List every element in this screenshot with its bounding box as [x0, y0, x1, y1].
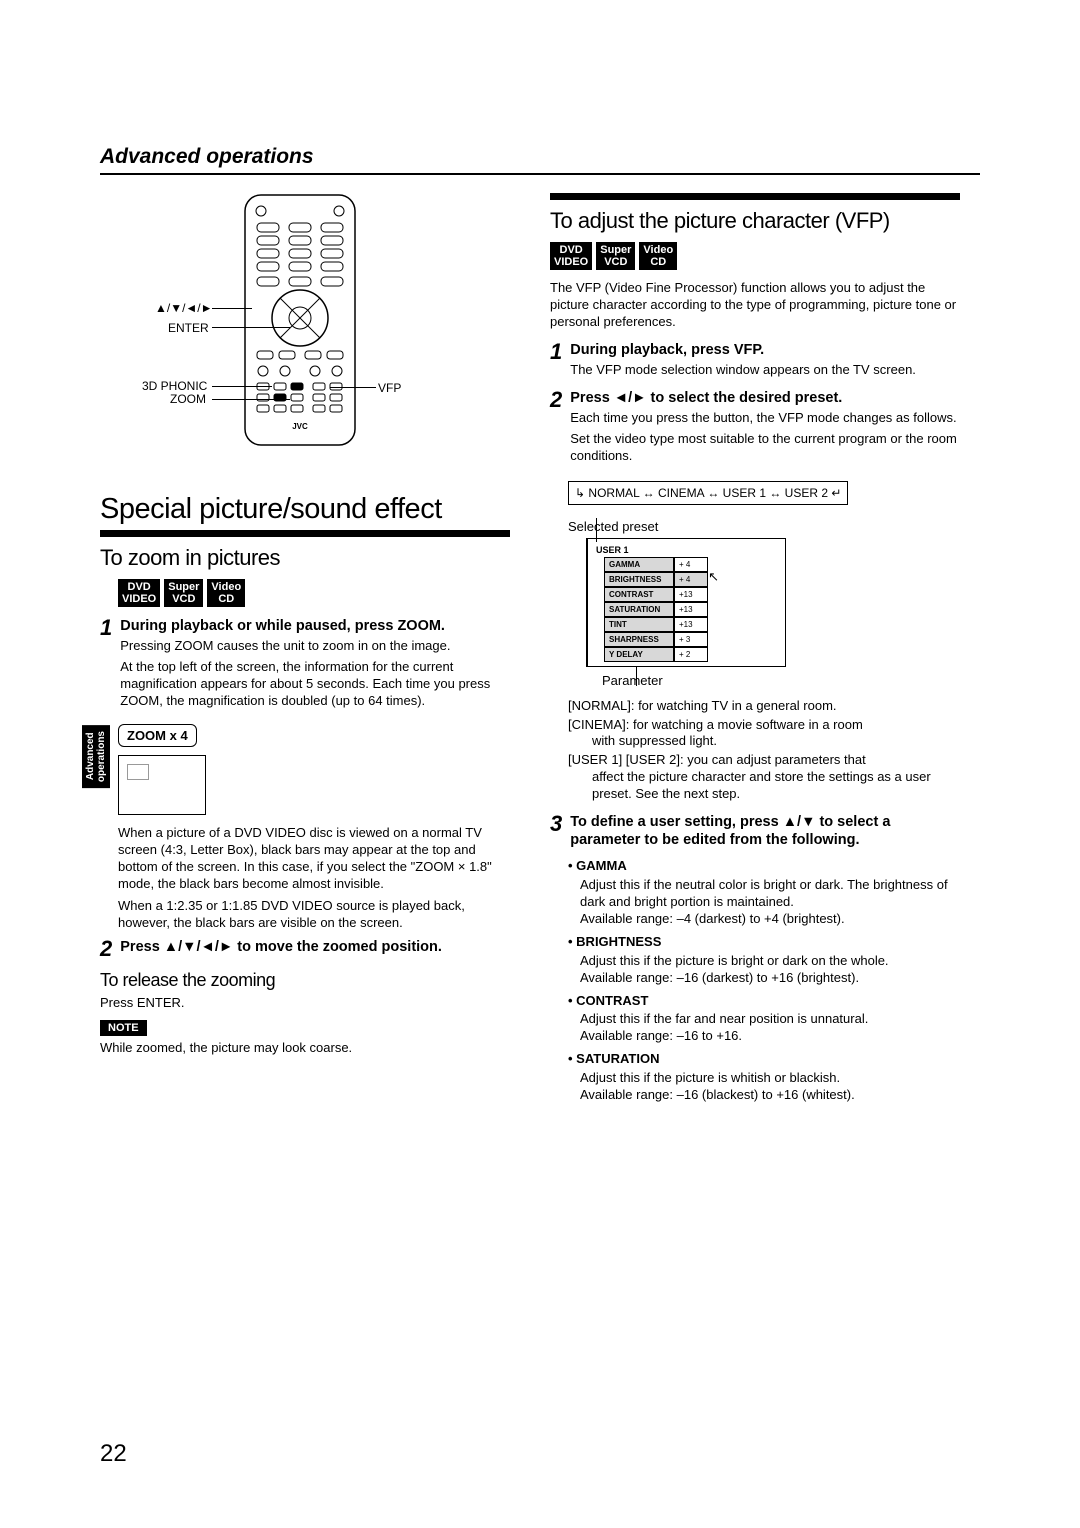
step-text: When a picture of a DVD VIDEO disc is vi…: [118, 825, 510, 893]
release-heading: To release the zooming: [100, 970, 510, 991]
vfp-intro: The VFP (Video Fine Processor) function …: [550, 280, 960, 331]
step-title: During playback, press VFP.: [570, 341, 960, 359]
note-text: While zoomed, the picture may look coars…: [100, 1040, 510, 1057]
step-2: 2 Press ◄/► to select the desired preset…: [550, 389, 960, 469]
step-1: 1 During playback, press VFP. The VFP mo…: [550, 341, 960, 383]
param-item: • CONTRAST: [568, 993, 960, 1010]
badge-svcd: SuperVCD: [596, 242, 635, 270]
section-header: Advanced operations: [100, 145, 980, 175]
vfp-row: SHARPNESS+ 3: [604, 632, 781, 647]
label-zoom: ZOOM: [170, 392, 206, 406]
param-range: Available range: –4 (darkest) to +4 (bri…: [580, 911, 960, 928]
svg-text:JVC: JVC: [292, 422, 308, 431]
preset-cinema: [CINEMA]: for watching a movie software …: [568, 717, 960, 751]
cursor-icon: ↖: [708, 569, 719, 585]
step-title: During playback or while paused, press Z…: [120, 617, 510, 635]
badge-vcd: VideoCD: [207, 579, 245, 607]
step-2: 2 Press ▲/▼/◄/► to move the zoomed posit…: [100, 938, 510, 960]
step-text: Set the video type most suitable to the …: [570, 431, 960, 465]
param-desc: Adjust this if the neutral color is brig…: [580, 877, 960, 911]
step-text: Each time you press the button, the VFP …: [570, 410, 960, 427]
step-text: Pressing ZOOM causes the unit to zoom in…: [120, 638, 510, 655]
release-text: Press ENTER.: [100, 995, 510, 1012]
vfp-row: Y DELAY+ 2: [604, 647, 781, 662]
step-title: Press ◄/► to select the desired preset.: [570, 389, 960, 407]
vfp-row: TINT+13: [604, 617, 781, 632]
step-num: 2: [550, 389, 562, 469]
zoom-badge: ZOOM x 4: [118, 724, 197, 747]
step-title: Press ▲/▼/◄/► to move the zoomed positio…: [120, 938, 510, 956]
step-text: At the top left of the screen, the infor…: [120, 659, 510, 710]
param-range: Available range: –16 (darkest) to +16 (b…: [580, 970, 960, 987]
right-column: To adjust the picture character (VFP) DV…: [550, 193, 960, 1110]
label-vfp: VFP: [378, 381, 401, 395]
step-num: 2: [100, 938, 112, 960]
param-desc: Adjust this if the picture is whitish or…: [580, 1070, 960, 1087]
step-title: To define a user setting, press ▲/▼ to s…: [570, 813, 960, 849]
side-tab: Advancedoperations: [82, 725, 110, 788]
vfp-row: CONTRAST+13: [604, 587, 781, 602]
preset-flow: ↳ NORMAL ↔ CINEMA ↔ USER 1 ↔ USER 2 ↵: [568, 481, 848, 505]
vfp-heading: To adjust the picture character (VFP): [550, 208, 960, 234]
format-badges: DVDVIDEO SuperVCD VideoCD: [550, 242, 960, 270]
main-heading: Special picture/sound effect: [100, 493, 510, 526]
heading-bar: [100, 530, 510, 537]
zoom-heading: To zoom in pictures: [100, 545, 510, 571]
note-badge: NOTE: [100, 1020, 147, 1036]
step-num: 1: [100, 617, 112, 714]
badge-svcd: SuperVCD: [164, 579, 203, 607]
badge-dvd: DVDVIDEO: [118, 579, 160, 607]
zoom-rect: [118, 755, 206, 815]
param-desc: Adjust this if the far and near position…: [580, 1011, 960, 1028]
preset-normal: [NORMAL]: for watching TV in a general r…: [568, 698, 960, 715]
param-item: • BRIGHTNESS: [568, 934, 960, 951]
remote-svg: JVC: [235, 193, 365, 453]
param-desc: Adjust this if the picture is bright or …: [580, 953, 960, 970]
heading-bar: [550, 193, 960, 200]
param-item: • SATURATION: [568, 1051, 960, 1068]
step-3: 3 To define a user setting, press ▲/▼ to…: [550, 813, 960, 852]
two-column-layout: JVC ▲/▼/◄/► ENTER 3D PHONIC ZOOM VFP Spe…: [100, 193, 980, 1110]
left-column: JVC ▲/▼/◄/► ENTER 3D PHONIC ZOOM VFP Spe…: [100, 193, 510, 1110]
label-3dphonic: 3D PHONIC: [142, 379, 207, 393]
parameter-label: Parameter: [602, 673, 960, 688]
badge-vcd: VideoCD: [639, 242, 677, 270]
label-arrows: ▲/▼/◄/►: [155, 301, 213, 315]
badge-dvd: DVDVIDEO: [550, 242, 592, 270]
step-text: The VFP mode selection window appears on…: [570, 362, 960, 379]
vfp-row: SATURATION+13: [604, 602, 781, 617]
step-num: 3: [550, 813, 562, 852]
vfp-row: GAMMA+ 4: [604, 557, 781, 572]
step-num: 1: [550, 341, 562, 383]
page-number: 22: [100, 1440, 127, 1468]
vfp-panel: USER 1 GAMMA+ 4BRIGHTNESS+ 4CONTRAST+13S…: [586, 538, 960, 667]
format-badges: DVDVIDEO SuperVCD VideoCD: [118, 579, 510, 607]
selected-preset-label: Selected preset: [568, 519, 960, 534]
remote-illustration: JVC ▲/▼/◄/► ENTER 3D PHONIC ZOOM VFP: [100, 193, 510, 473]
param-range: Available range: –16 (blackest) to +16 (…: [580, 1087, 960, 1104]
label-enter: ENTER: [168, 321, 209, 335]
param-item: • GAMMA: [568, 858, 960, 875]
param-range: Available range: –16 to +16.: [580, 1028, 960, 1045]
step-text: When a 1:2.35 or 1:1.85 DVD VIDEO source…: [118, 898, 510, 932]
preset-user: [USER 1] [USER 2]: you can adjust parame…: [568, 752, 960, 803]
step-1: 1 During playback or while paused, press…: [100, 617, 510, 714]
vfp-panel-title: USER 1: [592, 543, 781, 557]
vfp-row: BRIGHTNESS+ 4: [604, 572, 781, 587]
